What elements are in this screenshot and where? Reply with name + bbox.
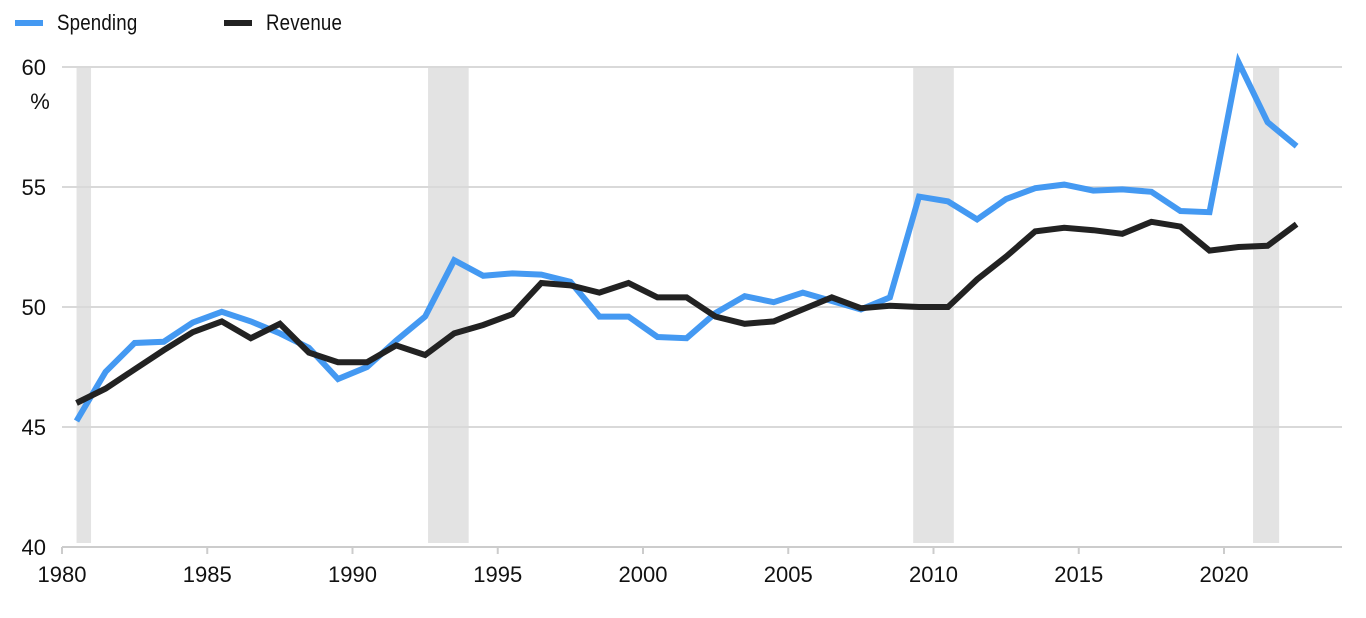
revenue-swatch-icon — [223, 20, 252, 26]
x-tick-label: 2015 — [1054, 562, 1103, 587]
y-tick-label: 60 — [22, 55, 46, 80]
x-tick-label: 1980 — [38, 562, 87, 587]
x-tick-label: 1985 — [183, 562, 232, 587]
series-line-spending — [73, 52, 1299, 423]
recession-band — [428, 67, 469, 543]
recession-bands — [76, 67, 1280, 543]
series-line-revenue — [75, 218, 1299, 406]
spending-swatch-icon — [15, 20, 43, 26]
y-axis-unit-label: % — [30, 89, 50, 114]
chart-legend: Spending Revenue — [15, 8, 427, 38]
legend-label-revenue: Revenue — [265, 10, 342, 35]
gridlines — [62, 66, 1342, 428]
y-axis-labels: 40 45 50 55 60 — [22, 55, 46, 560]
recession-band — [76, 67, 92, 543]
legend-label-spending: Spending — [57, 10, 138, 35]
legend-item-revenue: Revenue — [223, 10, 355, 36]
y-tick-label: 45 — [22, 415, 46, 440]
x-tick-label: 2000 — [619, 562, 668, 587]
legend-item-spending: Spending — [15, 10, 152, 36]
x-tick-label: 1990 — [328, 562, 377, 587]
y-tick-label: 40 — [22, 535, 46, 560]
y-tick-label: 55 — [22, 175, 46, 200]
x-tick-label: 2020 — [1200, 562, 1249, 587]
x-axis: 1980 1985 1990 1995 2000 2005 2010 2015 2020 — [38, 546, 1342, 587]
x-tick-label: 1995 — [473, 562, 522, 587]
data-lines — [73, 52, 1299, 423]
x-tick-label: 2010 — [909, 562, 958, 587]
y-tick-label: 50 — [22, 295, 46, 320]
x-tick-label: 2005 — [764, 562, 813, 587]
recession-band — [1253, 67, 1280, 543]
